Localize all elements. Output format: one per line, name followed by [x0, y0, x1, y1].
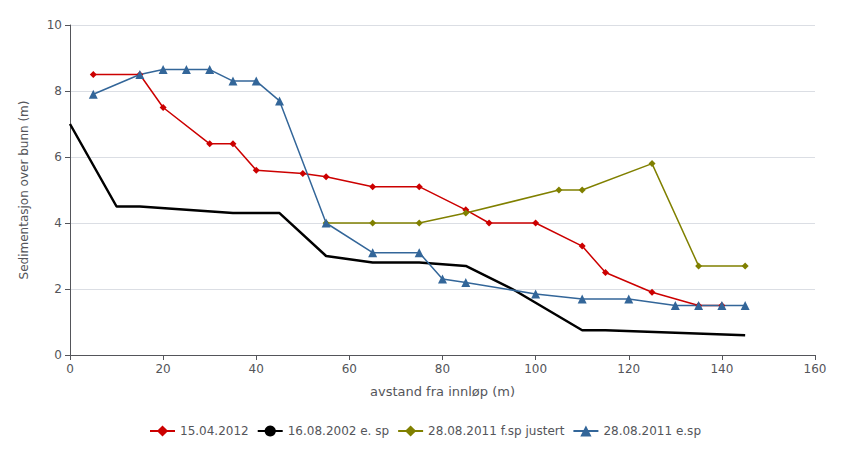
svg-text:10: 10 [47, 18, 62, 32]
svg-text:4: 4 [54, 216, 62, 230]
svg-text:60: 60 [342, 362, 357, 376]
svg-text:160: 160 [804, 362, 827, 376]
svg-text:16.08.2002 e. sp: 16.08.2002 e. sp [288, 424, 389, 438]
svg-text:0: 0 [54, 348, 62, 362]
svg-text:0: 0 [66, 362, 74, 376]
svg-text:28.08.2011 f.sp justert: 28.08.2011 f.sp justert [428, 424, 565, 438]
svg-text:avstand fra innløp (m): avstand fra innløp (m) [370, 384, 515, 399]
svg-text:15.04.2012: 15.04.2012 [180, 424, 249, 438]
svg-text:120: 120 [617, 362, 640, 376]
svg-text:140: 140 [710, 362, 733, 376]
svg-text:20: 20 [155, 362, 170, 376]
svg-text:40: 40 [249, 362, 264, 376]
svg-text:80: 80 [435, 362, 450, 376]
svg-text:2: 2 [54, 282, 62, 296]
svg-text:6: 6 [54, 150, 62, 164]
svg-text:28.08.2011 e.sp: 28.08.2011 e.sp [603, 424, 701, 438]
svg-text:8: 8 [54, 84, 62, 98]
svg-text:100: 100 [524, 362, 547, 376]
svg-text:Sedimentasjon over bunn (m): Sedimentasjon over bunn (m) [17, 101, 31, 280]
